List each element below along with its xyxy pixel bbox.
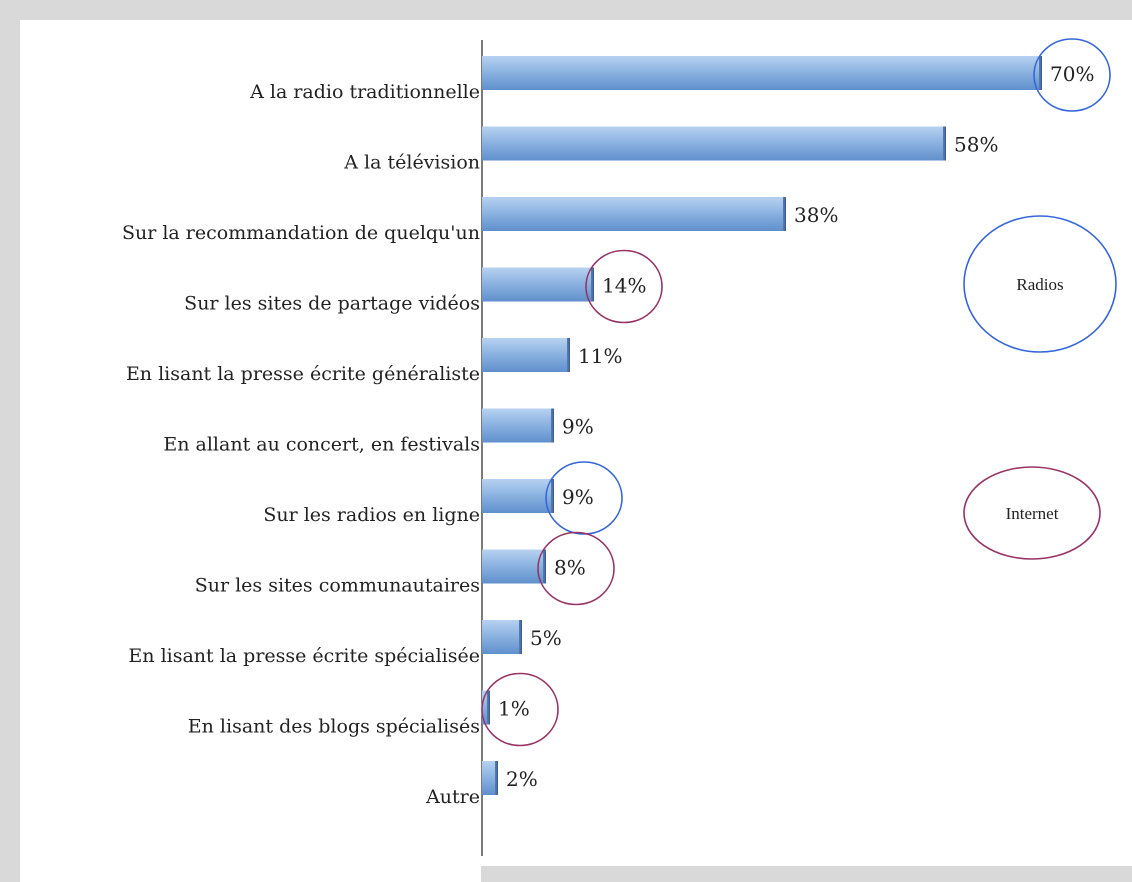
legend-circle: [963, 215, 1117, 353]
value-label: 8%: [554, 556, 586, 580]
bar: [482, 690, 490, 725]
bar: [482, 56, 1042, 90]
category-label: En allant au concert, en festivals: [163, 434, 480, 456]
value-label: 9%: [562, 485, 594, 509]
bar-end-cap: [519, 620, 522, 654]
category-label: Autre: [425, 786, 480, 808]
chart-panel-lower-left: [20, 866, 481, 882]
bar-end-cap: [543, 549, 546, 584]
category-label: Sur la recommandation de quelqu'un: [122, 222, 480, 244]
bar-end-cap: [487, 690, 490, 725]
bar-end-cap: [495, 761, 498, 795]
legend-label: Radios: [1016, 275, 1063, 294]
value-label: 5%: [530, 626, 562, 650]
bar: [482, 197, 786, 231]
highlight-circle: [1033, 38, 1111, 112]
bar: [482, 479, 554, 513]
bar-end-cap: [551, 408, 554, 443]
category-label: Sur les sites de partage vidéos: [184, 293, 480, 315]
value-label: 11%: [578, 344, 622, 368]
bar: [482, 549, 546, 584]
highlight-circle: [585, 249, 663, 324]
bar: [482, 761, 498, 795]
highlight-circle: [537, 531, 615, 606]
value-label: 70%: [1050, 62, 1094, 86]
value-labels: 70% 58% 38% 14% 11% 9% 9% 8% 5% 1% 2%: [498, 62, 1094, 791]
bar: [482, 338, 570, 372]
legend-circle: [963, 466, 1101, 560]
highlight-circles: [481, 38, 1111, 747]
value-label: 1%: [498, 697, 530, 721]
bar-series: [482, 56, 1042, 795]
value-label: 2%: [506, 767, 538, 791]
legend-label: Internet: [1006, 504, 1059, 523]
category-label: En lisant la presse écrite généraliste: [126, 363, 480, 385]
bar: [482, 408, 554, 443]
bar: [482, 267, 594, 302]
bar-end-cap: [1039, 56, 1042, 90]
bar-end-cap: [591, 267, 594, 302]
category-label: En lisant la presse écrite spécialisée: [128, 645, 480, 667]
category-label: A la télévision: [343, 152, 480, 174]
value-label: 14%: [602, 274, 646, 298]
bar-end-cap: [567, 338, 570, 372]
legend: Radios Internet: [963, 215, 1117, 560]
chart-panel-upper: [20, 20, 1132, 866]
highlight-circle: [481, 672, 559, 747]
bar: [482, 126, 946, 161]
category-label: Sur les radios en ligne: [263, 504, 480, 526]
value-label: 38%: [794, 203, 838, 227]
category-labels: A la radio traditionnelle A la télévision…: [122, 81, 480, 808]
value-label: 58%: [954, 133, 998, 157]
value-label: 9%: [562, 415, 594, 439]
bar-end-cap: [783, 197, 786, 231]
bar: [482, 620, 522, 654]
category-label: A la radio traditionnelle: [249, 81, 480, 103]
category-label: Sur les sites communautaires: [195, 575, 480, 597]
category-label: En lisant des blogs spécialisés: [188, 716, 480, 738]
bar-end-cap: [551, 479, 554, 513]
bar-end-cap: [943, 126, 946, 161]
